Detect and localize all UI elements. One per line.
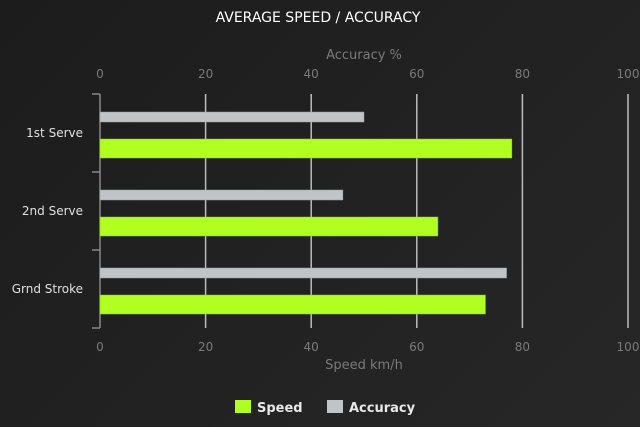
top-tick-label: 40 <box>304 67 319 81</box>
speed-bar <box>99 216 439 237</box>
top-tick-label: 80 <box>515 67 530 81</box>
category-label: 1st Serve <box>26 126 83 140</box>
legend-swatch-accuracy <box>327 400 343 413</box>
legend-label-accuracy: Accuracy <box>349 401 416 416</box>
accuracy-bar <box>99 111 365 123</box>
bottom-tick-label: 40 <box>304 340 319 354</box>
category-label: 2nd Serve <box>22 204 83 218</box>
bottom-tick-label: 60 <box>409 340 424 354</box>
legend-label-speed: Speed <box>257 401 303 416</box>
top-tick-label: 0 <box>96 67 104 81</box>
bottom-axis-title: Speed km/h <box>325 358 403 373</box>
top-tick-label: 20 <box>198 67 213 81</box>
legend: Speed Accuracy <box>235 400 416 416</box>
bottom-tick-label: 80 <box>515 340 530 354</box>
speed-bar <box>99 294 486 315</box>
bottom-tick-label: 20 <box>198 340 213 354</box>
legend-swatch-speed <box>235 400 251 413</box>
bottom-tick-label: 100 <box>617 340 640 354</box>
category-label: Grnd Stroke <box>12 282 83 296</box>
top-tick-label: 60 <box>409 67 424 81</box>
top-tick-label: 100 <box>617 67 640 81</box>
chart-title: AVERAGE SPEED / ACCURACY <box>216 10 421 26</box>
speed-bar <box>99 138 513 159</box>
bottom-tick-label: 0 <box>96 340 104 354</box>
accuracy-bar <box>99 189 344 201</box>
accuracy-bar <box>99 267 507 279</box>
top-axis-title: Accuracy % <box>326 48 402 63</box>
